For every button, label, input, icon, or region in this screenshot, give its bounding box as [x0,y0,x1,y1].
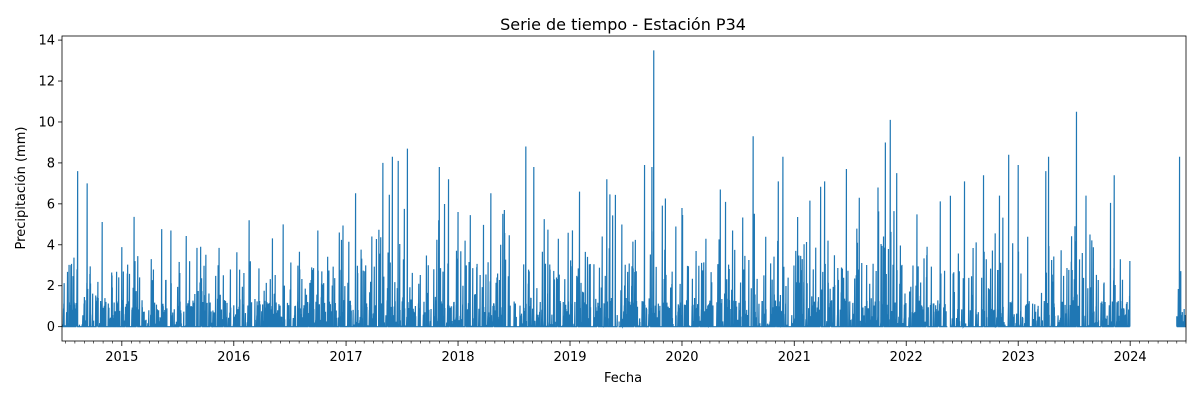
plot-frame [61,35,1187,342]
chart-title: Serie de tiempo - Estación P34 [500,15,746,34]
y-axis-label: Precipitación (mm) [14,127,29,250]
y-tick-label: 8 [47,156,55,171]
y-axis: 0 2 4 6 8 10 12 14 [38,34,62,335]
x-axis-label: Fecha [604,371,642,386]
y-tick-label: 6 [47,197,55,212]
x-tick-label: 2023 [1002,350,1035,365]
series-line-segment-2 [618,50,948,329]
x-tick-label: 2019 [553,350,586,365]
x-tick-label: 2017 [330,350,363,365]
y-tick-label: 14 [38,34,55,49]
series-line-segment-1 [61,146,618,328]
y-tick-label: 0 [47,320,55,335]
series-line-segment-3 [949,111,1131,329]
y-tick-label: 2 [47,279,55,294]
x-axis: 2015 2016 2017 2018 2019 2020 2021 2022 2023 2024 [65,341,1187,365]
x-tick-label: 2020 [665,350,698,365]
series-layer [61,50,1186,329]
series-line-segment-4 [1176,156,1186,328]
x-tick-label: 2015 [105,350,138,365]
x-tick-label: 2016 [217,350,250,365]
y-tick-label: 4 [47,238,55,253]
x-tick-label: 2018 [441,350,474,365]
x-tick-label: 2022 [890,350,923,365]
x-tick-label: 2024 [1114,350,1147,365]
x-tick-label: 2021 [778,350,811,365]
y-tick-label: 12 [38,75,55,90]
y-tick-label: 10 [38,115,55,130]
